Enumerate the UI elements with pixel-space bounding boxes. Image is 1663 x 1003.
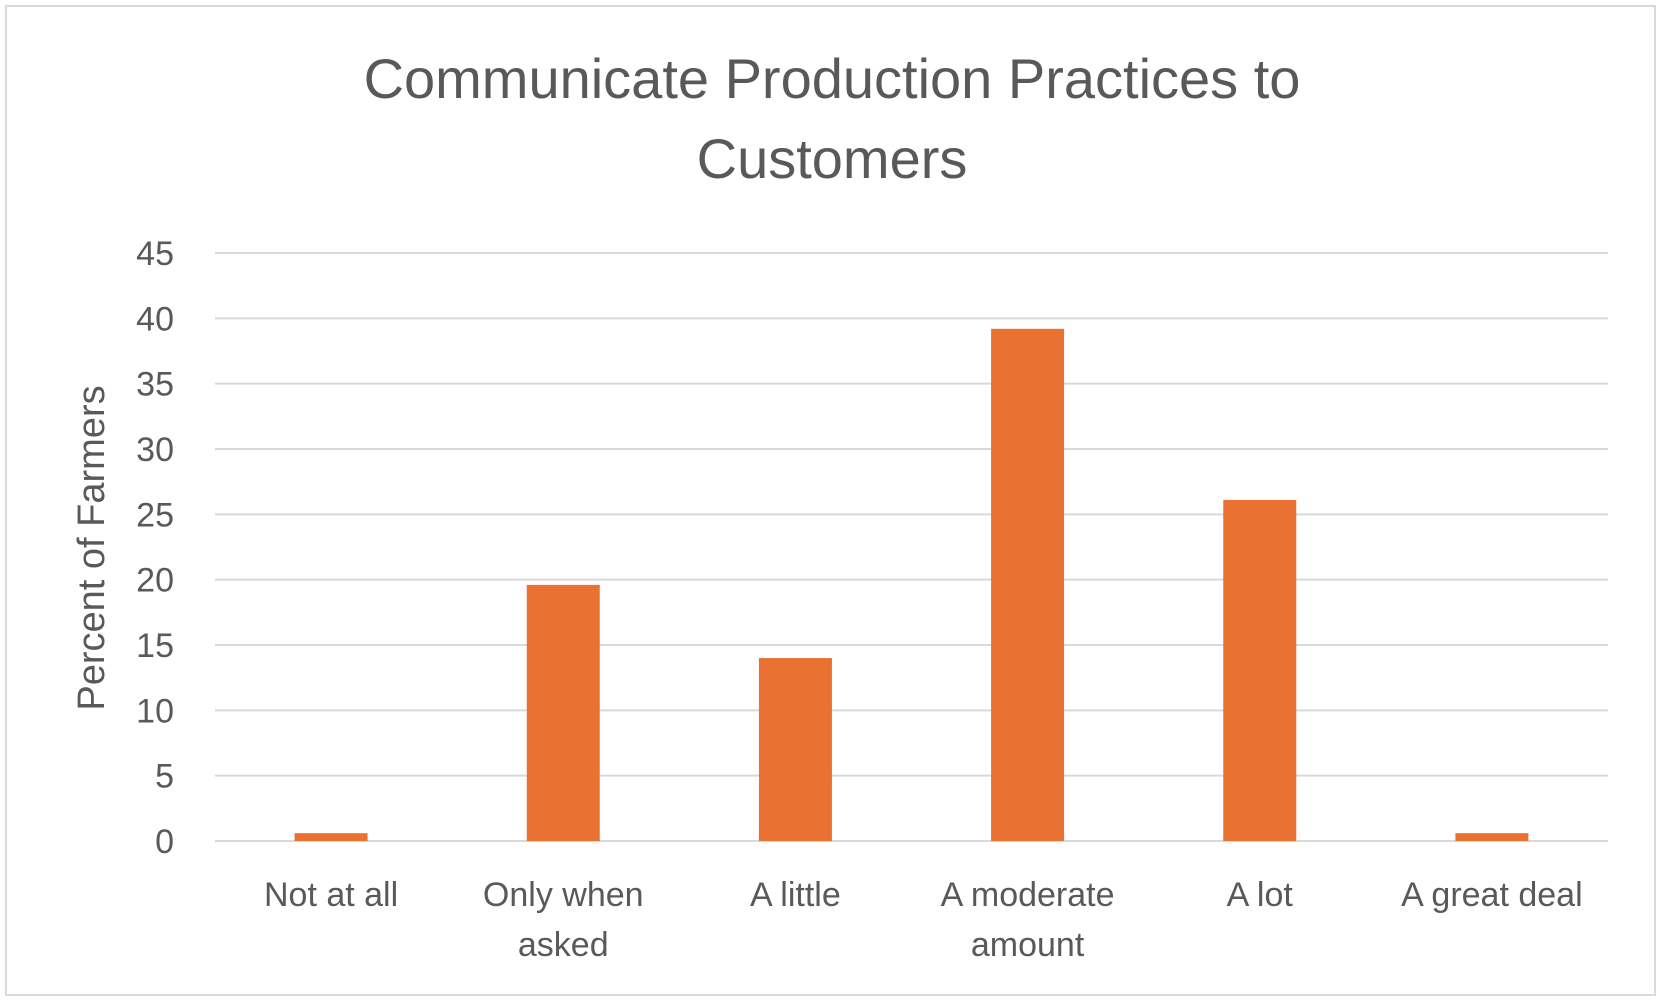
x-category-label: amount xyxy=(971,926,1085,964)
x-category-label: A moderate xyxy=(941,876,1115,914)
x-axis-categories: Not at all Only when asked A little A modera… xyxy=(264,876,1583,964)
chart-title-line: Customers xyxy=(697,127,968,190)
bar xyxy=(991,328,1065,842)
x-category-label: asked xyxy=(518,926,609,964)
bar xyxy=(1455,833,1529,841)
y-tick-label: 10 xyxy=(136,692,174,730)
x-category-label: Only when xyxy=(483,876,644,914)
gridlines xyxy=(215,252,1608,842)
y-tick-label: 45 xyxy=(136,235,174,273)
y-tick-label: 30 xyxy=(136,431,174,469)
bars xyxy=(294,328,1529,842)
bar xyxy=(526,584,600,841)
y-tick-label: 5 xyxy=(155,758,174,796)
y-axis-ticks: 0 5 10 15 20 25 30 35 40 45 xyxy=(136,235,174,861)
x-category-label: A little xyxy=(750,876,841,914)
bar xyxy=(1223,499,1297,841)
y-tick-label: 0 xyxy=(155,823,174,861)
chart-title: Communicate Production Practices to Custo… xyxy=(364,47,1301,190)
x-category-label: A lot xyxy=(1227,876,1294,914)
y-tick-label: 15 xyxy=(136,627,174,665)
y-axis-title: Percent of Farmers xyxy=(71,385,113,710)
x-category-label: Not at all xyxy=(264,876,398,914)
y-tick-label: 40 xyxy=(136,300,174,338)
bar xyxy=(758,658,832,841)
bar xyxy=(294,833,368,841)
y-tick-label: 35 xyxy=(136,366,174,404)
y-tick-label: 25 xyxy=(136,496,174,534)
y-tick-label: 20 xyxy=(136,562,174,600)
x-category-label: A great deal xyxy=(1401,876,1582,914)
chart-title-line: Communicate Production Practices to xyxy=(364,47,1301,110)
